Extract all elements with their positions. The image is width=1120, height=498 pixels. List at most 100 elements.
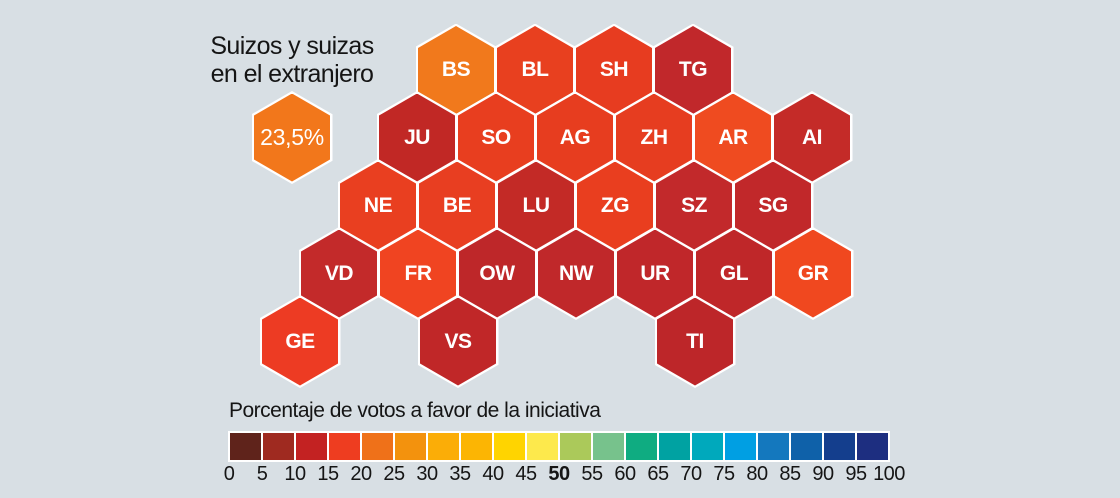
legend-tick: 30 — [416, 463, 438, 485]
hex-fill: SG — [735, 161, 811, 250]
canton-code-label: TG — [678, 58, 708, 81]
legend-segment — [692, 433, 723, 460]
legend-segment — [659, 433, 690, 460]
legend-tick: 35 — [449, 463, 471, 485]
hex-fill: UR — [617, 229, 693, 318]
canton-code-label: NW — [559, 261, 594, 285]
canton-code-label: VS — [444, 329, 472, 353]
hex-fill: SZ — [656, 161, 732, 250]
hex-canton-ow: OW — [456, 227, 538, 320]
legend-segment — [824, 433, 855, 460]
legend-segment — [362, 433, 393, 460]
legend-tick: 75 — [713, 463, 735, 485]
legend-segment — [494, 433, 525, 460]
legend-tick: 10 — [284, 463, 306, 485]
legend-segment — [758, 433, 789, 460]
legend-segment — [263, 433, 294, 460]
legend-segment — [593, 433, 624, 460]
canton-code-label: NE — [363, 193, 393, 217]
canton-code-label: FR — [404, 261, 433, 285]
legend-title: Porcentaje de votos a favor de la inicia… — [229, 399, 601, 422]
hex-fill: VS — [420, 297, 496, 386]
legend-tick: 15 — [317, 463, 339, 485]
hex-fill: AI — [774, 93, 850, 182]
legend-tick: 95 — [845, 463, 867, 485]
legend-segment — [725, 433, 756, 460]
canton-code-label: SO — [481, 125, 511, 149]
canton-code-label: LU — [522, 193, 551, 217]
legend-segment — [527, 433, 558, 460]
hex-canton-ur: UR — [614, 227, 696, 320]
legend-tick-50: 50 — [548, 463, 570, 485]
legend-tick: 90 — [812, 463, 834, 485]
hex-canton-be: BE — [416, 159, 498, 252]
hex-fill: AR — [695, 93, 771, 182]
legend-segment — [230, 433, 261, 460]
hex-abroad-fill: 23,5% — [254, 93, 330, 182]
canton-code-label: SZ — [681, 193, 707, 217]
legend-segment — [791, 433, 822, 460]
hex-canton-nw: NW — [535, 227, 617, 320]
legend-tick: 85 — [779, 463, 801, 485]
legend-tick: 40 — [482, 463, 504, 485]
canton-code-label: VD — [324, 261, 354, 285]
legend-tick: 0 — [223, 463, 235, 485]
canton-code-label: SG — [758, 193, 788, 217]
hex-fill: ZH — [616, 93, 692, 182]
legend-tick: 45 — [515, 463, 537, 485]
canton-code-label: OW — [479, 261, 515, 285]
canton-code-label: ZH — [640, 125, 669, 149]
hex-canton-vs: VS — [417, 295, 499, 388]
hex-canton-ge: GE — [259, 295, 341, 388]
hex-fill: GE — [262, 297, 338, 386]
hex-fill: AG — [537, 93, 613, 182]
legend-segment — [329, 433, 360, 460]
hex-fill: SH — [576, 26, 652, 114]
canton-code-label: AG — [559, 125, 591, 149]
canton-code-label: TI — [686, 329, 704, 353]
legend-tick: 20 — [350, 463, 372, 485]
canton-code-label: GE — [285, 329, 315, 353]
canton-code-label: AI — [802, 125, 823, 149]
hex-fill: GR — [775, 229, 851, 318]
legend-segment — [560, 433, 591, 460]
hex-canton-gl: GL — [693, 227, 775, 320]
legend-tick: 5 — [256, 463, 268, 485]
legend-tick: 25 — [383, 463, 405, 485]
legend-tick: 100 — [873, 463, 905, 485]
canton-code-label: UR — [640, 261, 670, 285]
chart-title-line1: Suizos y suizas — [210, 32, 374, 60]
canton-code-label: AR — [718, 125, 748, 149]
chart-title: Suizos y suizas en el extranjero — [167, 32, 417, 88]
hex-fill: ZG — [577, 161, 653, 250]
canton-code-label: BS — [441, 58, 471, 81]
hex-canton-ti: TI — [654, 295, 736, 388]
legend-tick: 70 — [680, 463, 702, 485]
abroad-value-label: 23,5% — [260, 124, 324, 150]
legend-segment — [461, 433, 492, 460]
hex-canton-ne: NE — [337, 159, 419, 252]
legend-segment — [626, 433, 657, 460]
canton-code-label: BL — [521, 58, 550, 81]
legend-tick: 65 — [647, 463, 669, 485]
canton-code-label: BE — [442, 193, 472, 217]
canton-code-label: SH — [599, 58, 629, 81]
canton-code-label: GL — [719, 261, 749, 285]
canton-code-label: GR — [797, 261, 829, 285]
legend-segment — [857, 433, 888, 460]
hex-fill: GL — [696, 229, 772, 318]
hex-fill: NW — [538, 229, 614, 318]
legend-color-scale — [228, 431, 890, 462]
legend-segment — [428, 433, 459, 460]
legend-tick: 80 — [746, 463, 768, 485]
legend-tick: 55 — [581, 463, 603, 485]
hex-fill: TI — [657, 297, 733, 386]
chart-title-line2: en el extranjero — [210, 60, 374, 88]
canton-code-label: ZG — [600, 193, 630, 217]
legend-segment — [395, 433, 426, 460]
hex-canton-gr: GR — [772, 227, 854, 320]
canton-code-label: JU — [404, 125, 430, 149]
hex-abroad: 23,5% — [251, 91, 333, 184]
legend-segment — [296, 433, 327, 460]
